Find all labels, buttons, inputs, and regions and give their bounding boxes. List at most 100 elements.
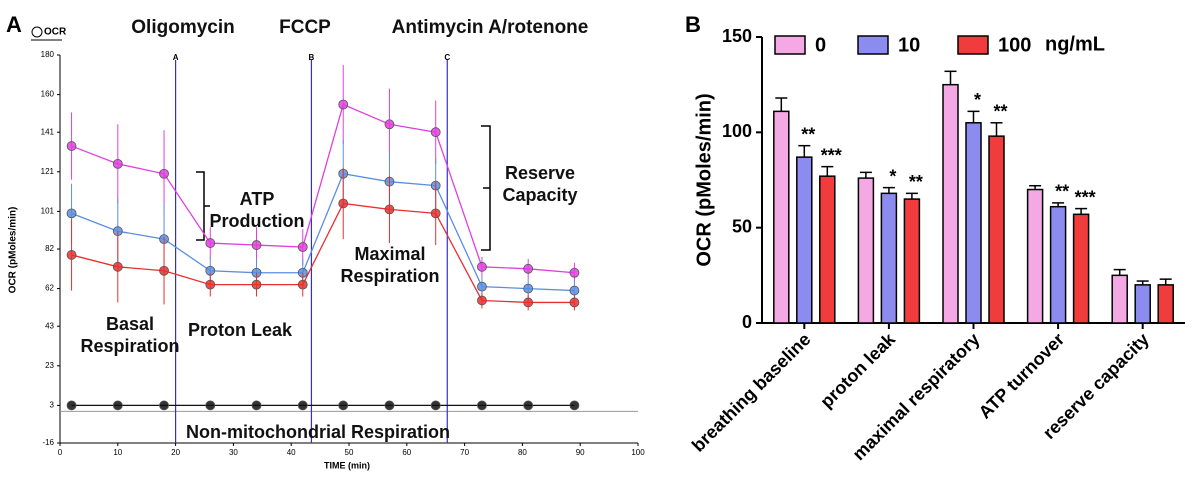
significance: * (889, 166, 896, 186)
annotation: Oligomycin (131, 17, 235, 38)
annotation: Reserve Capacity (502, 163, 578, 205)
bar (819, 175, 836, 324)
y-tick-label: -16 (42, 438, 54, 447)
y-tick-label: 43 (45, 321, 54, 330)
legend-swatch (857, 35, 889, 55)
panel-label: B (685, 12, 701, 37)
point (569, 267, 580, 278)
annotation: Non-mitochondrial Respiration (185, 422, 450, 442)
point (477, 281, 487, 292)
point (66, 141, 77, 151)
injection-label: A (173, 53, 179, 62)
y-tick-label: 160 (41, 90, 55, 99)
point (297, 242, 308, 252)
x-tick-label: 50 (345, 448, 354, 457)
ocr-symbol (31, 26, 43, 38)
y-tick-label: 50 (732, 216, 752, 236)
y-tick-label: 180 (41, 50, 55, 59)
line (71, 103, 575, 274)
x-axis-label: TIME (min) (324, 460, 370, 470)
point (477, 400, 487, 411)
x-tick-label: ATP turnover (975, 329, 1069, 423)
point (66, 250, 77, 260)
y-tick-label: 121 (41, 167, 55, 176)
bracket (196, 171, 210, 241)
point (430, 208, 441, 219)
significance: ** (1055, 182, 1069, 202)
x-tick-label: 100 (631, 448, 645, 457)
point (523, 263, 534, 274)
point (523, 400, 534, 411)
point (384, 400, 395, 411)
point (159, 400, 169, 411)
bar (1049, 205, 1067, 324)
point (430, 400, 441, 411)
bar (1111, 274, 1128, 324)
bracket (481, 125, 491, 251)
y-axis-label: OCR (pMoles/min) (8, 207, 19, 294)
point (569, 400, 580, 411)
point (297, 400, 308, 411)
point (205, 400, 216, 411)
point (569, 285, 580, 296)
point (569, 297, 580, 308)
annotation: Antimycin A/rotenone (391, 17, 589, 38)
x-tick-label: proton leak (816, 328, 899, 411)
legend-label: 0 (815, 34, 826, 56)
line (71, 202, 575, 304)
bar (965, 122, 982, 324)
point (384, 119, 395, 130)
significance: ** (909, 172, 923, 192)
panel-label: A (6, 12, 22, 37)
y-tick-label: 23 (45, 361, 54, 370)
line (71, 173, 575, 292)
y-tick-label: 82 (45, 244, 54, 253)
annotation: Basal Respiration (80, 314, 180, 356)
point (338, 198, 349, 209)
legend-swatch (957, 35, 989, 55)
bar (1157, 284, 1174, 324)
point (112, 400, 123, 411)
annotation: Maximal Respiration (340, 244, 440, 286)
x-tick-label: 70 (460, 448, 469, 457)
y-tick-label: 150 (722, 26, 752, 46)
y-tick-label: 0 (742, 312, 752, 332)
bar (903, 198, 921, 324)
point (205, 238, 216, 248)
point (159, 265, 169, 276)
point (477, 295, 487, 306)
x-tick-label: 10 (113, 448, 122, 457)
point (251, 240, 262, 250)
bar (773, 110, 790, 324)
injection-label: C (444, 53, 450, 62)
point (477, 261, 487, 272)
annotation: FCCP (279, 17, 331, 38)
x-tick-label: 0 (58, 448, 63, 457)
bar (857, 177, 875, 324)
point (338, 400, 349, 411)
point (112, 158, 123, 169)
corner-label: OCR (44, 27, 67, 38)
bar (796, 156, 813, 324)
point (251, 400, 262, 411)
legend-unit: ng/mL (1045, 33, 1105, 55)
x-tick-label: 40 (287, 448, 296, 457)
significance: ** (801, 124, 815, 144)
point (384, 204, 395, 215)
point (430, 127, 441, 138)
bar (1072, 213, 1090, 324)
legend-label: 100 (998, 34, 1031, 56)
legend-swatch (774, 35, 806, 55)
legend-label: 10 (898, 34, 920, 56)
y-tick-label: 141 (41, 127, 55, 136)
point (66, 208, 77, 219)
y-axis-label: OCR (pMoles/min) (693, 93, 715, 266)
point (112, 261, 123, 272)
annotation: Proton Leak (187, 320, 293, 340)
x-tick-label: 60 (402, 448, 411, 457)
x-tick-label: 20 (171, 448, 180, 457)
x-tick-label: 90 (576, 448, 585, 457)
bar (880, 192, 898, 324)
bar (942, 83, 959, 324)
